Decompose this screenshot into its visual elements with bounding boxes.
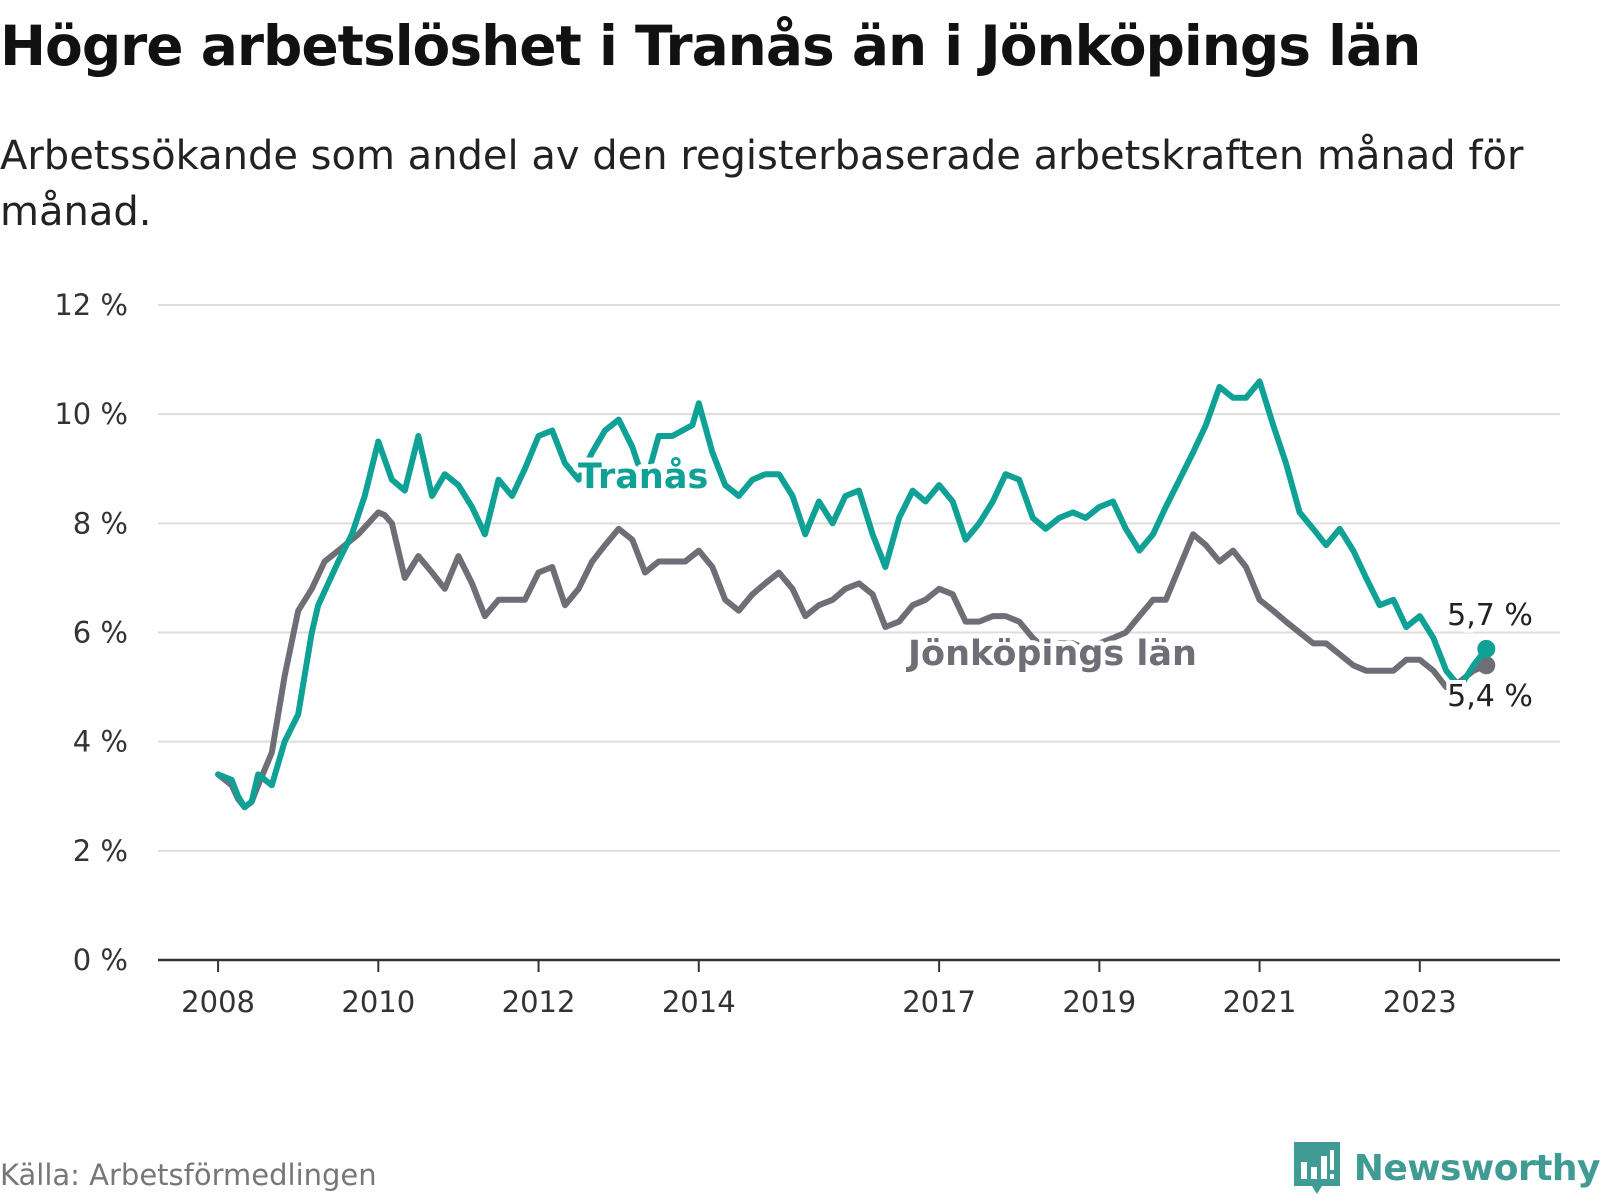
y-tick-label: 8 % (73, 506, 128, 540)
line-chart: 0 % 2 % 4 % 6 % 8 % 10 % 12 % 2008 2010 2012 2014… (54, 288, 1560, 1019)
y-tick-label: 4 % (73, 725, 128, 759)
x-tick-label: 2023 (1383, 985, 1457, 1019)
x-axis: 2008 2010 2012 2014 2017 2019 2021 2023 (158, 958, 1560, 1019)
series-end-point-tranas (1477, 639, 1496, 658)
chart-subtitle: Arbetssökande som andel av den registerb… (0, 133, 1524, 235)
end-label-jonkopings-lan: 5,4 % (1447, 679, 1533, 714)
y-tick-label: 12 % (54, 288, 128, 322)
series-label-tranas: Tranås (578, 456, 708, 497)
x-tick-label: 2019 (1062, 985, 1136, 1019)
x-tick-label: 2008 (181, 985, 255, 1019)
y-tick-label: 0 % (73, 943, 128, 977)
series-line-jonkopings-lan (215, 509, 1490, 811)
series-label-jonkopings-lan: Jönköpings län (906, 634, 1197, 674)
x-tick-label: 2010 (341, 985, 415, 1019)
series-end-point-jonkopings-lan (1477, 656, 1496, 675)
end-label-tranas: 5,7 % (1447, 598, 1533, 633)
y-tick-label: 10 % (54, 397, 128, 431)
brand-name: Newsworthy (1353, 1147, 1600, 1189)
x-tick-label: 2012 (502, 985, 576, 1019)
x-tick-label: 2014 (662, 985, 736, 1019)
gridlines (158, 304, 1560, 852)
x-tick-label: 2017 (902, 985, 976, 1019)
chart-title: Högre arbetslöshet i Tranås än i Jönköpi… (0, 14, 1421, 78)
y-axis-ticks: 0 % 2 % 4 % 6 % 8 % 10 % 12 % (54, 288, 128, 977)
brand-logo[interactable]: Newsworthy (1292, 1138, 1600, 1198)
source-note: Källa: Arbetsförmedlingen (0, 1158, 377, 1192)
newsworthy-logo-icon (1293, 1142, 1340, 1194)
series-labels: Jönköpings län Tranås 5,7 % 5,4 % (573, 451, 1537, 718)
y-tick-label: 2 % (73, 834, 128, 868)
y-tick-label: 6 % (73, 616, 128, 650)
series-lines (215, 378, 1496, 811)
x-tick-label: 2021 (1223, 985, 1297, 1019)
series-line-tranas (215, 378, 1490, 811)
